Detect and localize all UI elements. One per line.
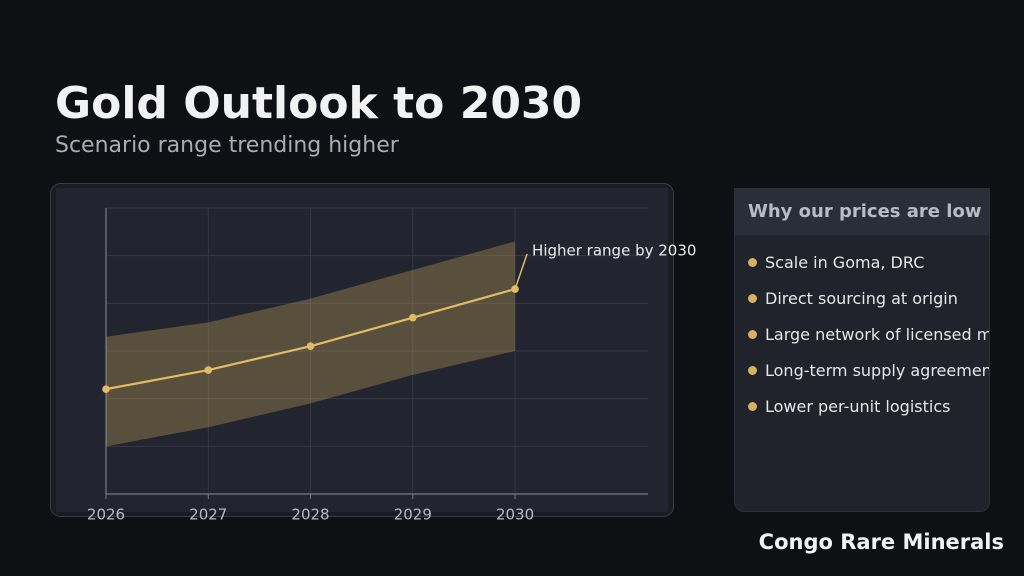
point xyxy=(204,366,213,374)
item-text: Direct sourcing at origin xyxy=(765,289,958,308)
panel-item: Long-term supply agreements xyxy=(735,353,989,389)
x-tick-label: 2028 xyxy=(291,506,329,524)
bullet xyxy=(748,402,757,411)
point xyxy=(102,385,110,393)
panel-item: Scale in Goma, DRC xyxy=(735,245,989,281)
bullet xyxy=(748,366,757,375)
panel-list: Scale in Goma, DRC Direct sourcing at ori… xyxy=(735,245,989,425)
panel-item: Lower per-unit logistics xyxy=(735,389,989,425)
title: Gold Outlook to 2030 xyxy=(55,78,582,129)
plot-area xyxy=(56,188,668,512)
point xyxy=(306,342,315,351)
panel-item: Large network of licensed miners xyxy=(735,317,989,353)
item-text: Scale in Goma, DRC xyxy=(765,253,925,272)
annotation-leader xyxy=(514,253,528,290)
item-text: Large network of licensed miners xyxy=(765,325,989,344)
x-tick-label: 2030 xyxy=(496,506,534,524)
x-tick-label: 2027 xyxy=(189,506,227,524)
panel-item: Direct sourcing at origin xyxy=(735,281,989,317)
annotation: Higher range by 2030 xyxy=(532,242,696,260)
point xyxy=(408,313,417,322)
bullet xyxy=(748,294,757,303)
bullet xyxy=(748,330,757,339)
info-panel: Why our prices are low Scale in Goma, DR… xyxy=(734,188,990,512)
bullet xyxy=(748,258,757,267)
footer: Congo Rare Minerals xyxy=(758,530,1004,554)
panel-title: Why our prices are low xyxy=(735,189,989,235)
x-tick-label: 2029 xyxy=(394,506,432,524)
subtitle: Scenario range trending higher xyxy=(55,133,400,158)
item-text: Long-term supply agreements xyxy=(765,361,990,380)
x-tick-label: 2026 xyxy=(87,506,125,524)
item-text: Lower per-unit logistics xyxy=(765,397,951,416)
